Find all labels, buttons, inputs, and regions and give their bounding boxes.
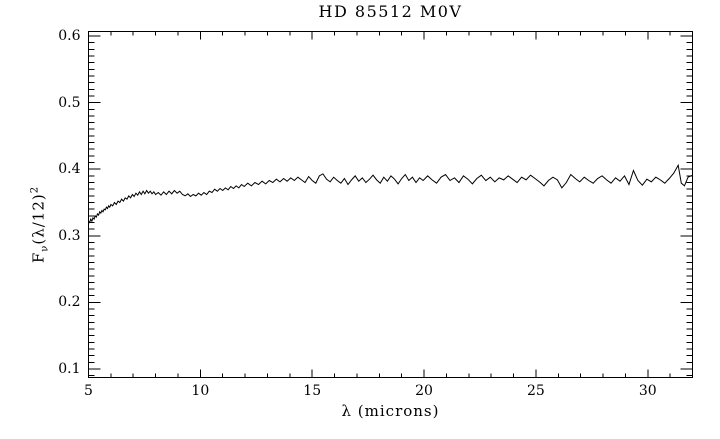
- x-tick-label: 5: [84, 383, 93, 399]
- y-tick-label: 0.1: [58, 361, 81, 377]
- x-axis-label: λ (microns): [341, 402, 440, 420]
- y-tick-label: 0.5: [58, 94, 81, 111]
- x-tick-label: 30: [638, 383, 657, 399]
- y-tick-label: 0.3: [58, 227, 81, 244]
- chart-title: HD 85512 M0V: [318, 2, 463, 21]
- y-tick-label: 0.4: [58, 161, 81, 178]
- spectrum-line: [88, 163, 693, 224]
- y-axis-label-sup: 2: [29, 185, 41, 194]
- x-tick-label: 10: [191, 383, 210, 399]
- x-tick-label: 20: [415, 383, 433, 399]
- y-axis-label-base: F: [29, 251, 48, 264]
- plot-border: [88, 31, 693, 378]
- x-tick-label: 25: [526, 383, 545, 399]
- y-axis-label-sub: ν: [39, 244, 51, 252]
- y-tick-label: 0.6: [58, 28, 81, 44]
- x-ticks: [88, 31, 671, 378]
- x-tick-label: 15: [303, 383, 322, 399]
- y-tick-label: 0.2: [58, 294, 81, 311]
- y-ticks: [88, 35, 693, 377]
